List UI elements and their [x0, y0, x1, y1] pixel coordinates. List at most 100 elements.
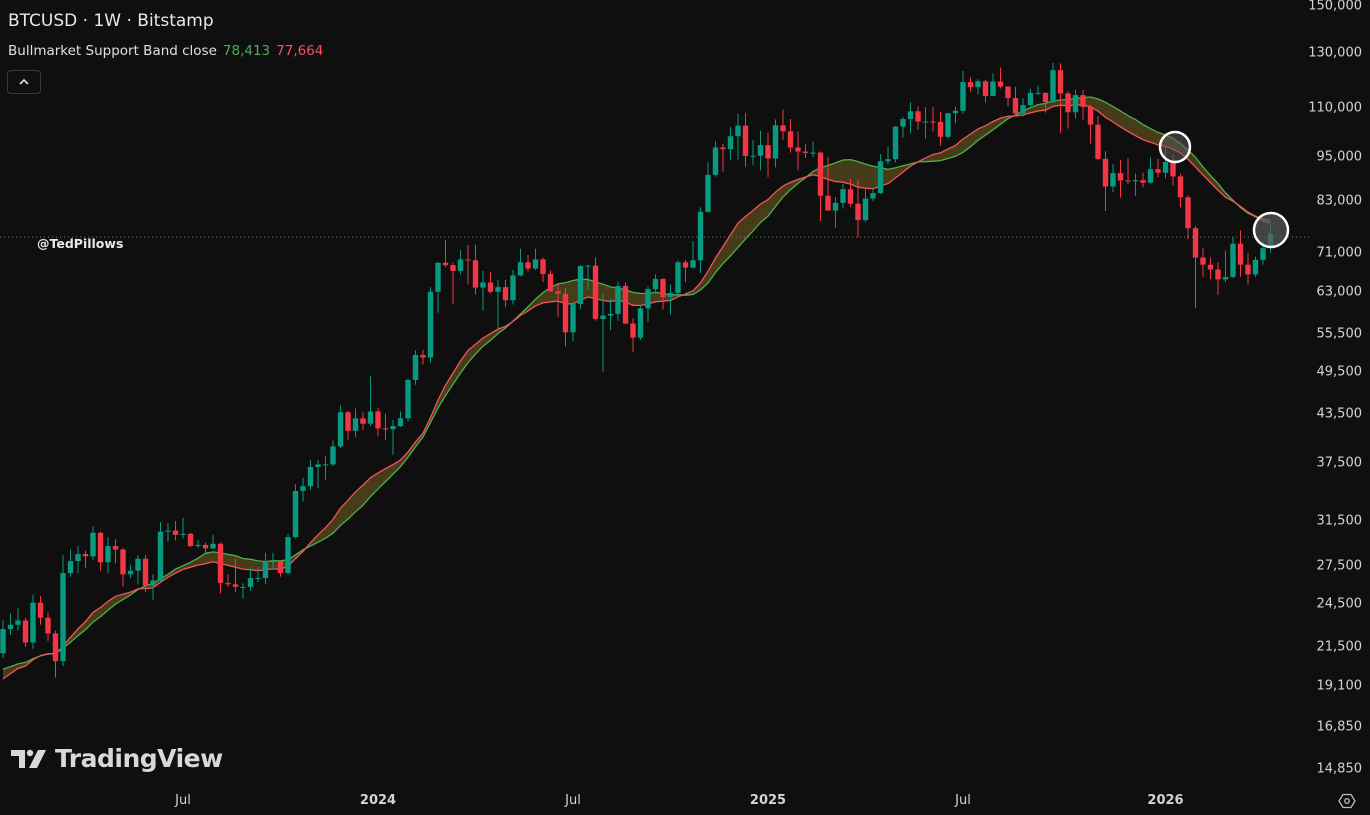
candle-body — [1125, 180, 1131, 182]
candle-body — [585, 265, 591, 267]
candle-body — [937, 121, 944, 137]
candle-down — [1057, 63, 1064, 134]
candle-body — [1237, 243, 1244, 265]
candle-body — [187, 533, 194, 547]
candle-body — [660, 278, 666, 298]
collapse-legend-button[interactable] — [7, 70, 41, 94]
candle-up — [180, 517, 186, 539]
candle-body — [427, 291, 434, 358]
candle-up — [330, 440, 336, 467]
candle-body — [217, 543, 224, 584]
candle-down — [817, 151, 824, 221]
candle-body — [885, 159, 891, 162]
indicator-legend[interactable]: Bullmarket Support Band close 78,413 77,66… — [8, 43, 323, 59]
candle-body — [22, 620, 29, 643]
candle-up — [952, 106, 959, 124]
band-fill — [3, 97, 1271, 679]
price-tick-label: 110,000 — [1308, 100, 1362, 116]
candle-body — [1057, 70, 1064, 94]
support-band — [2, 96, 1271, 680]
candle-body — [1035, 92, 1041, 94]
candle-up — [570, 302, 576, 342]
sma-line — [2, 96, 1271, 670]
candle-down — [450, 262, 456, 305]
candle-body — [105, 546, 111, 563]
candle-up — [412, 350, 419, 385]
candle-up — [0, 620, 6, 658]
candle-body — [982, 81, 989, 96]
candle-body — [487, 282, 494, 292]
candle-up — [367, 375, 374, 427]
annotation-circle — [1158, 130, 1192, 164]
candle-body — [1245, 264, 1251, 275]
tradingview-logo[interactable]: TradingView — [11, 744, 223, 773]
candle-body — [1252, 259, 1259, 275]
candle-up — [67, 549, 74, 577]
candle-body — [157, 531, 164, 581]
candle-down — [765, 132, 771, 178]
candle-body — [855, 203, 861, 221]
candle-body — [802, 151, 809, 153]
candle-body — [150, 580, 156, 586]
candle-body — [607, 313, 614, 316]
candle-body — [337, 412, 344, 447]
candle-body — [1260, 248, 1266, 260]
candle-body — [1140, 180, 1146, 183]
candle-down — [465, 245, 471, 285]
candle-body — [15, 620, 21, 625]
time-tick-label: 2024 — [359, 793, 397, 808]
candle-down — [937, 111, 944, 146]
candle-up — [892, 126, 899, 163]
candle-body — [795, 147, 801, 152]
candle-body — [285, 537, 291, 574]
candle-up — [757, 131, 764, 171]
candle-down — [547, 270, 554, 293]
candle-down — [1245, 252, 1251, 285]
candle-body — [945, 113, 951, 137]
candle-down — [360, 412, 366, 431]
candle-body — [1102, 158, 1109, 187]
candle-body — [810, 152, 816, 154]
candle-up — [510, 269, 516, 305]
candle-down — [1155, 158, 1161, 178]
price-tick-label: 83,000 — [1316, 193, 1363, 209]
price-tick-label: 21,500 — [1316, 639, 1363, 655]
candle-body — [240, 586, 246, 588]
candle-up — [1110, 164, 1116, 193]
candle-body — [375, 411, 381, 429]
candle-up — [885, 146, 891, 165]
candle-up — [585, 264, 591, 290]
settings-button[interactable] — [1338, 792, 1356, 810]
candle-up — [772, 119, 779, 168]
candle-body — [127, 570, 134, 575]
candle-up — [390, 419, 396, 455]
candle-body — [442, 262, 449, 266]
candle-up — [60, 555, 66, 667]
candle-up — [270, 552, 276, 570]
candle-body — [412, 354, 419, 380]
candle-up — [577, 265, 584, 309]
candle-down — [202, 542, 209, 553]
candle-body — [547, 273, 554, 292]
candle-body — [780, 125, 786, 132]
candle-body — [397, 418, 404, 427]
candle-up — [922, 106, 929, 139]
price-tick-label: 150,000 — [1308, 0, 1362, 14]
candle-up — [1035, 85, 1041, 96]
candle-down — [1200, 248, 1206, 277]
candle-up — [307, 459, 314, 491]
candle-up — [30, 594, 36, 649]
candle-down — [420, 349, 426, 365]
candle-body — [165, 530, 171, 532]
candle-down — [1095, 115, 1101, 161]
annotation-circle — [1252, 211, 1290, 249]
candle-body — [517, 262, 524, 276]
candle-body — [705, 174, 711, 212]
candle-up — [735, 113, 741, 160]
candle-body — [1020, 105, 1026, 114]
candle-down — [52, 630, 59, 678]
candle-up — [352, 408, 359, 438]
candle-body — [1132, 180, 1139, 182]
candle-body — [645, 289, 651, 309]
